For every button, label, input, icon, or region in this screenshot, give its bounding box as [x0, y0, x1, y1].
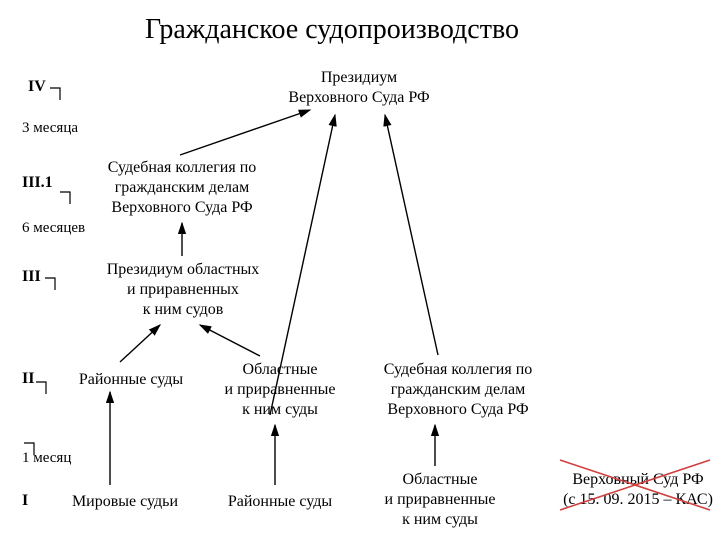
- note-1m: 1 месяц: [22, 450, 71, 467]
- node-presidium-obl: Президиум областныхи приравненныхк ним с…: [78, 260, 288, 320]
- node-sk-vs-right: Судебная коллегия погражданским деламВер…: [358, 360, 558, 420]
- node-rayon-mid: Районные суды: [205, 492, 355, 512]
- node-vs-kas: Верховный Суд РФ(с 15. 09. 2015 – КАС): [548, 470, 720, 510]
- level-ii: II: [22, 370, 34, 388]
- level-iv: IV: [28, 78, 46, 96]
- level-iii1: III.1: [22, 174, 53, 192]
- level-iii: III: [22, 268, 41, 286]
- page-title: Гражданское судопроизводство: [145, 14, 519, 46]
- note-3m: 3 месяца: [22, 120, 78, 137]
- note-6m: 6 месяцев: [22, 220, 85, 237]
- node-mirov: Мировые судьи: [50, 492, 200, 512]
- node-obl-mid: Областныеи приравненныек ним суды: [200, 360, 360, 420]
- node-sk-vs-top: Судебная коллегия погражданским деламВер…: [82, 158, 282, 218]
- node-rayon-left: Районные суды: [56, 370, 206, 390]
- level-i: I: [22, 492, 28, 510]
- node-presidium-vs: ПрезидиумВерховного Суда РФ: [254, 68, 464, 108]
- node-obl-right: Областныеи приравненныек ним суды: [360, 470, 520, 530]
